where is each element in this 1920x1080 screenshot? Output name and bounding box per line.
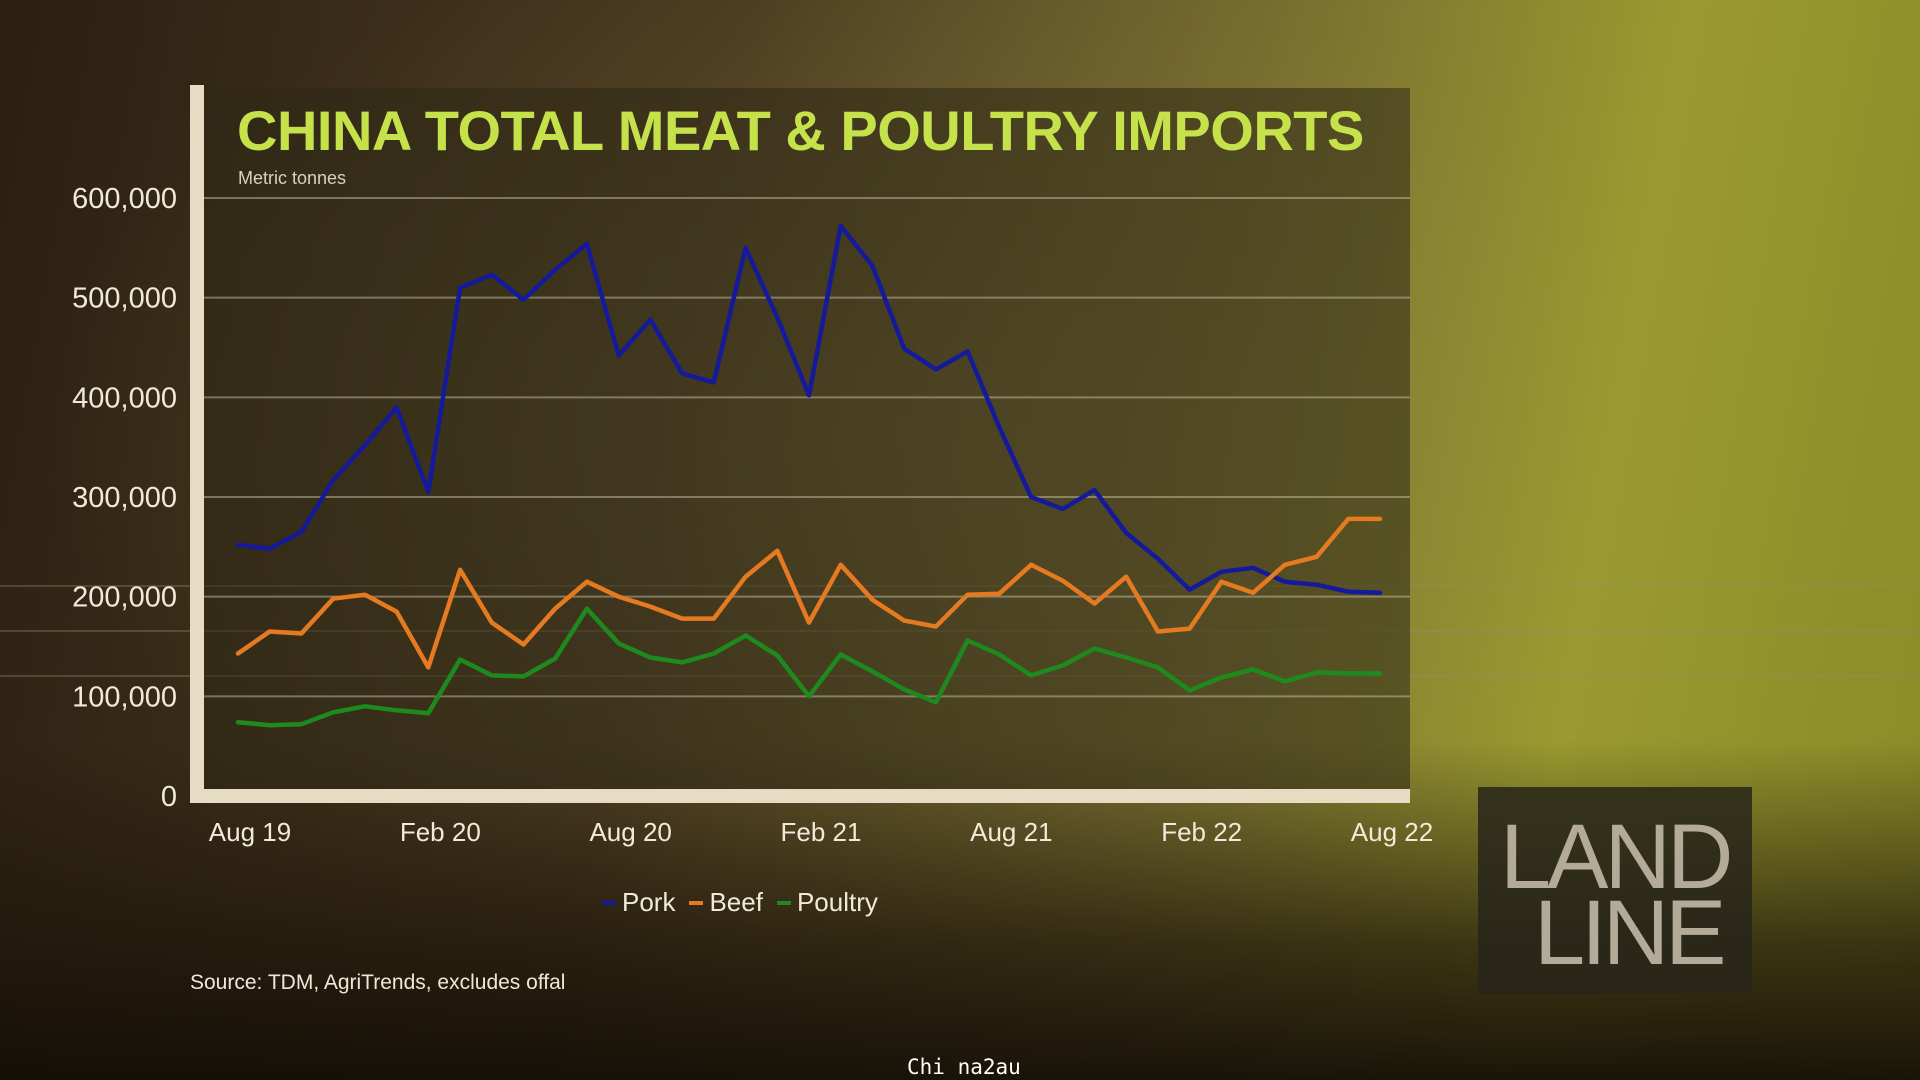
logo-line-1: LAND	[1500, 806, 1733, 908]
y-axis-frame	[190, 85, 204, 803]
series-line-poultry	[235, 606, 1383, 728]
legend-item-beef: Beef	[689, 887, 763, 918]
y-tick-label: 600,000	[72, 183, 177, 215]
series-line-beef	[235, 516, 1383, 670]
chart-subtitle: Metric tonnes	[238, 168, 347, 188]
y-tick-label: 100,000	[72, 681, 177, 713]
x-tick-label: Aug 19	[209, 817, 291, 847]
chart-title: CHINA TOTAL MEAT & POULTRY IMPORTS	[237, 99, 1364, 162]
x-tick-labels: Aug 19 Feb 20 Aug 20 Feb 21 Aug 21 Feb 22 Aug …	[209, 817, 1433, 847]
series-lines	[235, 223, 1383, 728]
series-line-pork	[235, 223, 1383, 595]
landline-logo: LAND LINE	[1478, 787, 1752, 994]
x-tick-label: Feb 21	[781, 817, 862, 847]
x-tick-label: Feb 22	[1161, 817, 1242, 847]
legend-swatch-beef	[689, 900, 704, 905]
x-tick-label: Aug 20	[589, 817, 671, 847]
y-tick-label: 300,000	[72, 482, 177, 514]
gridlines	[204, 197, 1410, 698]
x-tick-label: Aug 22	[1351, 817, 1433, 847]
y-tick-label: 200,000	[72, 582, 177, 614]
logo-line-2: LINE	[1534, 882, 1727, 984]
legend-label-beef: Beef	[709, 887, 763, 917]
x-tick-label: Feb 20	[400, 817, 481, 847]
legend-swatch-pork	[602, 900, 616, 905]
y-tick-label: 500,000	[72, 283, 177, 315]
y-tick-label: 400,000	[72, 382, 177, 414]
legend-label-poultry: Poultry	[796, 887, 878, 917]
legend-swatch-poultry	[776, 900, 791, 905]
legend-item-pork: Pork	[602, 887, 675, 918]
watermark-text: Chi na2au	[907, 1055, 1021, 1079]
y-tick-label: 0	[161, 781, 177, 813]
y-tick-labels: 0 100,000 200,000 300,000 400,000 500,000 600,…	[72, 183, 177, 813]
source-note: Source: TDM, AgriTrends, excludes offal	[190, 971, 566, 994]
x-tick-label: Aug 21	[970, 817, 1052, 847]
x-axis-frame	[190, 789, 1410, 803]
legend-item-poultry: Poultry	[776, 887, 878, 918]
legend-label-pork: Pork	[622, 887, 676, 917]
legend: Pork Beef Poultry	[602, 887, 878, 918]
